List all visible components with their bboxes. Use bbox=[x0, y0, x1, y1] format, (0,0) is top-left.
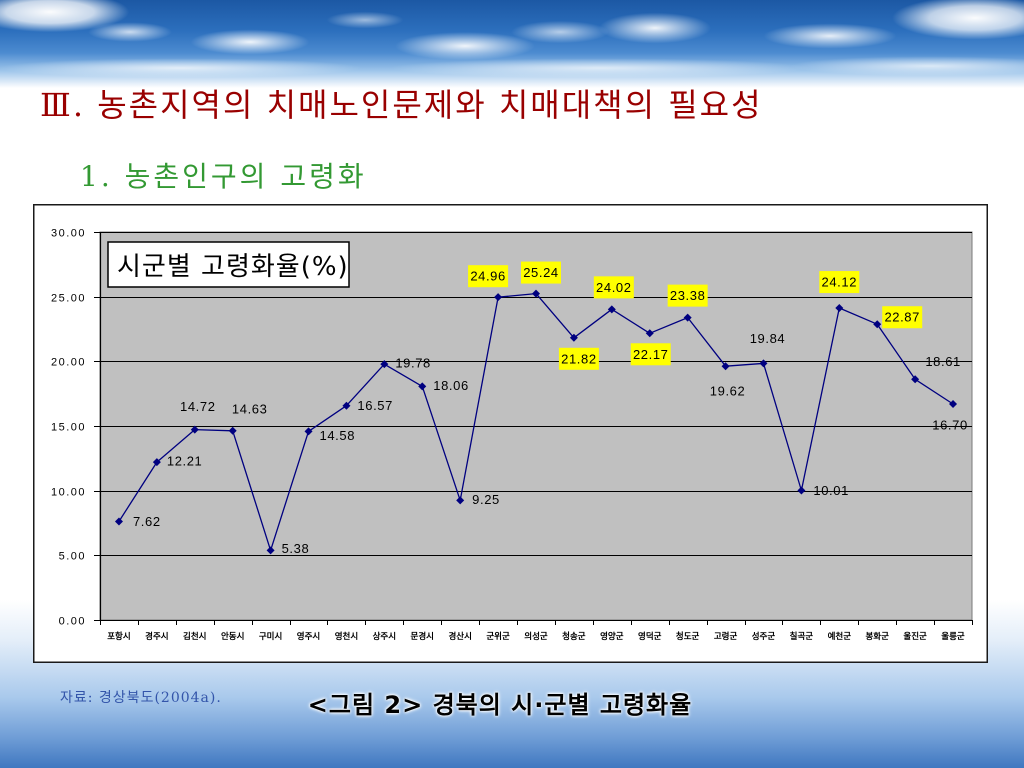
data-label: 24.02 bbox=[596, 280, 632, 295]
x-tick-label: 영양군 bbox=[600, 631, 624, 642]
data-marker bbox=[190, 425, 199, 434]
data-marker bbox=[418, 382, 427, 391]
y-tick-label: 30.00 bbox=[51, 228, 86, 240]
x-tick-label: 군위군 bbox=[486, 631, 510, 642]
source-note: 자료: 경상북도(2004a). bbox=[60, 690, 222, 706]
data-marker bbox=[569, 333, 578, 342]
chart-title: 시군별 고령화율(%) bbox=[117, 252, 349, 282]
data-marker bbox=[342, 401, 351, 410]
x-tick-label: 영덕군 bbox=[638, 631, 662, 642]
x-tick-label: 예천군 bbox=[828, 631, 852, 642]
x-tick-label: 봉화군 bbox=[865, 631, 889, 642]
plot-layer: 0.00 5.00 10.00 15.00 20.00 25.00 30.00 포항시 경주시 김… bbox=[51, 228, 973, 642]
sky-cloud-banner bbox=[0, 0, 1024, 88]
x-tick-label: 경산시 bbox=[448, 631, 471, 642]
data-marker bbox=[494, 293, 503, 302]
x-tick-label: 김천시 bbox=[183, 631, 206, 642]
data-marker bbox=[797, 486, 806, 495]
x-tick-label: 칠곡군 bbox=[790, 631, 814, 642]
x-tick-label: 포항시 bbox=[107, 631, 130, 642]
data-marker bbox=[683, 313, 692, 322]
data-label: 22.17 bbox=[633, 347, 669, 362]
x-tick-label: 안동시 bbox=[221, 631, 244, 642]
x-tick-label: 상주시 bbox=[373, 631, 396, 642]
data-label: 14.58 bbox=[320, 428, 356, 443]
x-tick-label: 청도군 bbox=[676, 631, 700, 642]
data-marker bbox=[304, 427, 313, 436]
data-marker bbox=[456, 496, 465, 505]
x-tick-label: 경주시 bbox=[145, 631, 168, 642]
data-label: 24.96 bbox=[470, 269, 506, 284]
data-label: 14.72 bbox=[180, 399, 216, 414]
chart-title-box: 시군별 고령화율(%) bbox=[107, 241, 350, 288]
data-label-highlight bbox=[630, 343, 671, 366]
x-tick-label: 영주시 bbox=[297, 631, 320, 642]
data-label: 16.57 bbox=[357, 398, 393, 413]
data-label: 19.84 bbox=[750, 331, 786, 346]
data-label: 5.38 bbox=[282, 541, 310, 556]
y-tick-label: 15.00 bbox=[51, 422, 86, 434]
x-tick-label: 문경시 bbox=[411, 631, 434, 642]
x-tick-label: 고령군 bbox=[714, 631, 738, 642]
data-label: 18.61 bbox=[925, 354, 961, 369]
slide-title: Ⅲ. 농촌지역의 치매노인문제와 치매대책의 필요성 bbox=[40, 86, 763, 124]
data-marker bbox=[152, 458, 161, 467]
data-marker bbox=[759, 359, 768, 368]
x-tick-label: 성주군 bbox=[752, 631, 776, 642]
data-label: 19.78 bbox=[395, 356, 431, 371]
data-marker bbox=[645, 329, 654, 338]
data-marker bbox=[380, 360, 389, 369]
y-tick-label: 25.00 bbox=[51, 293, 86, 305]
data-marker bbox=[873, 320, 882, 329]
data-label: 25.24 bbox=[523, 265, 559, 280]
data-label-highlight bbox=[558, 347, 599, 370]
data-label: 9.25 bbox=[472, 492, 500, 507]
data-marker bbox=[721, 362, 730, 371]
data-label-highlight bbox=[521, 261, 561, 284]
data-label: 23.38 bbox=[670, 288, 706, 303]
y-tick-label: 0.00 bbox=[59, 616, 86, 628]
slide-subtitle: 1. 농촌인구의 고령화 bbox=[80, 160, 367, 193]
data-label: 21.82 bbox=[561, 351, 597, 366]
data-marker bbox=[266, 546, 275, 555]
data-marker bbox=[228, 426, 237, 435]
data-marker bbox=[835, 304, 844, 313]
chart-title-frame bbox=[107, 241, 350, 288]
data-marker bbox=[949, 400, 958, 409]
x-tick-label: 청송군 bbox=[562, 631, 586, 642]
y-tick-label: 20.00 bbox=[51, 357, 86, 369]
data-label: 12.21 bbox=[167, 454, 203, 469]
data-label: 22.87 bbox=[884, 310, 920, 325]
data-label-highlight bbox=[882, 306, 923, 329]
chart-figure: 0.00 5.00 10.00 15.00 20.00 25.00 30.00 포항시 경주시 김… bbox=[33, 204, 988, 663]
data-label-highlight bbox=[593, 276, 634, 299]
figure-caption: <그림 2> 경북의 시·군별 고령화율 bbox=[307, 691, 693, 719]
data-label-highlight bbox=[819, 271, 860, 294]
x-tick-label: 울릉군 bbox=[941, 631, 965, 642]
data-marker bbox=[532, 289, 540, 298]
data-marker bbox=[607, 305, 616, 314]
x-tick-label: 의성군 bbox=[524, 631, 548, 642]
data-label: 14.63 bbox=[232, 401, 268, 416]
data-label-highlight bbox=[468, 265, 509, 288]
data-label: 7.62 bbox=[133, 514, 161, 529]
data-label: 24.12 bbox=[822, 275, 858, 290]
x-tick-label: 울진군 bbox=[903, 631, 927, 642]
x-tick-label: 영천시 bbox=[335, 631, 358, 642]
y-tick-label: 10.00 bbox=[51, 487, 86, 499]
data-marker bbox=[114, 517, 123, 526]
y-tick-label: 5.00 bbox=[59, 551, 86, 563]
data-label: 18.06 bbox=[433, 378, 469, 393]
data-label-highlight bbox=[667, 284, 708, 307]
data-marker bbox=[911, 375, 920, 384]
data-label: 10.01 bbox=[813, 483, 849, 498]
data-label: 16.70 bbox=[932, 418, 968, 433]
x-tick-label: 구미시 bbox=[259, 631, 282, 642]
data-label: 19.62 bbox=[710, 384, 746, 399]
